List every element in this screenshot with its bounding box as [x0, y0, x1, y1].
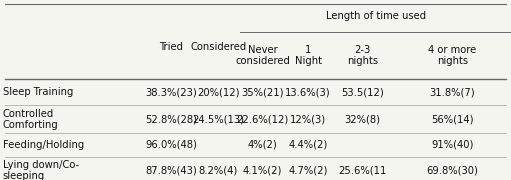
Text: 52.8%(28): 52.8%(28) [145, 114, 197, 124]
Text: 4 or more
nights: 4 or more nights [428, 45, 476, 66]
Text: 22.6%(12): 22.6%(12) [237, 114, 289, 124]
Text: 25.6%(11: 25.6%(11 [338, 166, 386, 175]
Text: 4.1%(2): 4.1%(2) [243, 166, 283, 175]
Text: 87.8%(43): 87.8%(43) [145, 166, 197, 175]
Text: 91%(40): 91%(40) [431, 140, 473, 150]
Text: 20%(12): 20%(12) [197, 87, 240, 97]
Text: 1
Night: 1 Night [295, 45, 321, 66]
Text: 32%(8): 32%(8) [344, 114, 380, 124]
Text: Lying down/Co-
sleeping: Lying down/Co- sleeping [3, 160, 79, 180]
Text: 69.8%(30): 69.8%(30) [426, 166, 478, 175]
Text: 4.4%(2): 4.4%(2) [289, 140, 328, 150]
Text: Considered: Considered [190, 42, 247, 52]
Text: 4%(2): 4%(2) [248, 140, 277, 150]
Text: 56%(14): 56%(14) [431, 114, 474, 124]
Text: 38.3%(23): 38.3%(23) [145, 87, 197, 97]
Text: Feeding/Holding: Feeding/Holding [3, 140, 84, 150]
Text: Never
considered: Never considered [235, 45, 290, 66]
Text: 4.7%(2): 4.7%(2) [288, 166, 328, 175]
Text: 24.5%(13): 24.5%(13) [193, 114, 244, 124]
Text: 31.8%(7): 31.8%(7) [429, 87, 475, 97]
Text: Sleep Training: Sleep Training [3, 87, 73, 97]
Text: 12%(3): 12%(3) [290, 114, 326, 124]
Text: 8.2%(4): 8.2%(4) [199, 166, 238, 175]
Text: 35%(21): 35%(21) [241, 87, 284, 97]
Text: 2-3
nights: 2-3 nights [347, 45, 378, 66]
Text: 13.6%(3): 13.6%(3) [285, 87, 331, 97]
Text: Controlled
Comforting: Controlled Comforting [3, 109, 58, 130]
Text: Tried: Tried [159, 42, 183, 52]
Text: 53.5(12): 53.5(12) [341, 87, 384, 97]
Text: 96.0%(48): 96.0%(48) [145, 140, 197, 150]
Text: Length of time used: Length of time used [326, 11, 426, 21]
